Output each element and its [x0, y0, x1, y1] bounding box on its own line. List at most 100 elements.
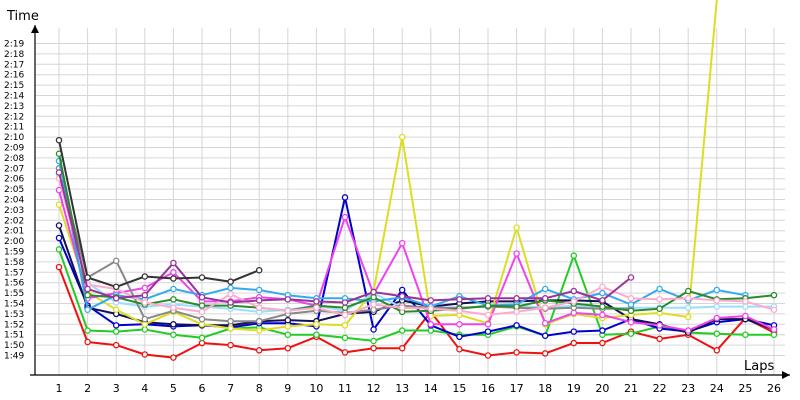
data-point	[541, 350, 549, 357]
data-point	[170, 296, 177, 303]
data-point	[170, 269, 177, 276]
data-point	[170, 304, 177, 311]
data-point	[541, 295, 549, 302]
x-tick-label: 1	[56, 382, 63, 395]
x-tick-label: 9	[284, 382, 291, 395]
data-point	[599, 327, 606, 334]
data-point	[255, 304, 263, 311]
data-point	[742, 303, 749, 310]
y-axis-arrow	[31, 25, 39, 33]
data-point	[84, 327, 91, 334]
data-point	[456, 333, 463, 341]
data-point	[227, 284, 234, 292]
y-tick-label: 2:02	[4, 216, 24, 226]
data-point	[141, 273, 149, 280]
data-point	[427, 321, 435, 328]
data-point	[513, 349, 520, 356]
data-point	[684, 287, 692, 295]
data-point	[684, 304, 692, 311]
data-point	[170, 321, 177, 328]
axes	[30, 25, 790, 379]
data-point	[656, 335, 663, 343]
data-point	[398, 239, 406, 247]
y-tick-label: 2:00	[4, 237, 24, 247]
x-tick-label: 12	[367, 382, 381, 395]
data-point	[370, 337, 377, 345]
y-tick-label: 2:18	[4, 50, 24, 60]
data-point	[370, 344, 377, 352]
data-point	[599, 289, 606, 297]
data-point	[55, 136, 63, 144]
x-tick-label: 17	[510, 382, 524, 395]
data-point	[684, 295, 692, 302]
data-point	[398, 292, 406, 300]
data-point	[313, 304, 320, 311]
data-point	[570, 252, 578, 259]
data-point	[570, 309, 578, 317]
data-point	[656, 322, 663, 329]
data-point	[84, 274, 91, 281]
series-line	[58, 0, 718, 332]
data-point	[656, 285, 663, 293]
data-point	[456, 296, 463, 303]
data-point	[313, 321, 320, 328]
x-tick-label: 21	[624, 382, 638, 395]
y-axis-title: Time	[6, 9, 39, 24]
y-tick-label: 2:07	[4, 164, 24, 174]
series-line	[58, 189, 775, 332]
data-point	[742, 331, 749, 338]
data-point	[313, 298, 320, 305]
data-point	[541, 332, 549, 339]
y-tick-label: 1:52	[4, 320, 24, 330]
x-tick-label: 4	[141, 382, 148, 395]
x-tick-label: 19	[567, 382, 581, 395]
y-tick-label: 2:08	[4, 154, 24, 164]
y-tick-label: 2:14	[4, 92, 24, 102]
data-point	[84, 291, 91, 299]
data-point	[570, 287, 578, 295]
data-point	[284, 331, 292, 338]
x-tick-label: 26	[767, 382, 781, 395]
data-point	[456, 307, 463, 315]
data-point	[513, 250, 520, 257]
x-tick-label: 13	[395, 382, 409, 395]
x-tick-label: 18	[538, 382, 552, 395]
data-point	[484, 321, 492, 328]
data-point	[742, 312, 749, 320]
data-point	[370, 326, 377, 333]
data-point	[313, 331, 320, 338]
data-point	[284, 307, 292, 315]
series-3	[55, 194, 778, 341]
data-point	[713, 297, 721, 304]
data-point	[656, 305, 663, 312]
x-tick-label: 11	[338, 382, 352, 395]
data-point	[55, 246, 63, 253]
data-point	[198, 274, 206, 281]
data-point	[255, 297, 263, 304]
data-point	[227, 325, 234, 332]
series-4	[55, 222, 778, 336]
data-point	[627, 318, 635, 326]
data-point	[170, 259, 177, 267]
data-point	[341, 299, 349, 306]
y-tick-label: 2:12	[4, 112, 24, 122]
data-point	[255, 347, 263, 354]
data-point	[141, 284, 149, 292]
data-point	[427, 305, 435, 312]
data-point	[198, 294, 206, 301]
data-point	[198, 339, 206, 347]
data-point	[284, 316, 292, 324]
data-point	[513, 303, 520, 310]
series-line	[58, 225, 775, 334]
y-tick-label: 1:55	[4, 289, 24, 299]
data-point	[370, 288, 377, 296]
data-point	[398, 133, 406, 141]
data-point	[541, 304, 549, 311]
y-tick-label: 2:03	[4, 206, 24, 216]
x-tick-label: 2	[84, 382, 91, 395]
series-13	[55, 136, 263, 291]
y-tick-label: 2:11	[4, 123, 24, 133]
data-point	[541, 285, 549, 293]
x-tick-label: 20	[595, 382, 609, 395]
data-point	[255, 327, 263, 334]
